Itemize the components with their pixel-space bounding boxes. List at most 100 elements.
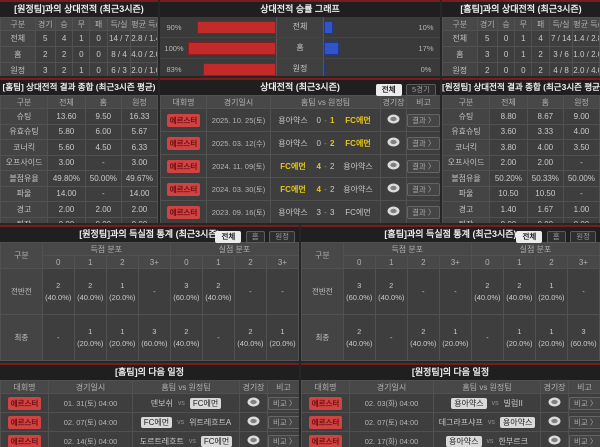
- home-team: 도르트레흐트: [139, 436, 184, 446]
- result-button[interactable]: 결과 〉: [407, 136, 440, 150]
- table-row: 전반전 3 (60.0%) 2 (40.0%) - -2 (40.0%) 2 (40.0%…: [301, 268, 600, 315]
- table-cell: 3.00: [47, 154, 86, 171]
- away-team: FC에먼: [200, 435, 233, 447]
- competition-badge: 에르스터: [7, 415, 42, 429]
- col-header: 패: [89, 17, 108, 31]
- table-cell: 2 (40.0%): [374, 268, 408, 315]
- winrate-graph: 90% 전체 10% 100% 홈 17% 83% 원정: [160, 17, 440, 76]
- table-row: 코너킥 3.80 4.00 3.50: [442, 139, 600, 156]
- filter-away-button[interactable]: 원정: [570, 231, 596, 243]
- table-cell: 4.00: [562, 123, 600, 140]
- col-header: 원정: [120, 95, 158, 109]
- table-cell: 14 / 7: [106, 30, 132, 47]
- col-header: 비고: [406, 95, 440, 109]
- compare-button[interactable]: 비교 〉: [268, 434, 299, 447]
- stadium-icon: [548, 416, 561, 426]
- row-label: 오프사이드: [0, 154, 49, 171]
- result-button[interactable]: 결과 〉: [407, 159, 440, 173]
- panel-title-text: [원정팀]과의 득실점 통계 (최근3시즌): [79, 229, 220, 239]
- away-team: FC에먼: [345, 115, 371, 125]
- table-cell: 1.40: [489, 201, 528, 218]
- filter-all-button[interactable]: 전체: [215, 231, 242, 243]
- away-team: 위트레흐트A: [189, 417, 232, 427]
- filter-all-button[interactable]: 전체: [516, 231, 543, 243]
- match-date: 01. 31(토) 04:00: [48, 393, 133, 413]
- table-cell: 3 (60.0%): [137, 314, 171, 361]
- row-label: 오프사이드: [442, 154, 491, 171]
- table-cell: 2.00: [526, 154, 564, 171]
- table-cell: 2.00: [84, 201, 122, 218]
- filter-home-button[interactable]: 홈: [546, 231, 566, 243]
- filter-buttons: 전체 홈 원정: [213, 229, 295, 244]
- col-header: 2: [406, 255, 440, 269]
- filter-all-button[interactable]: 전체: [375, 84, 402, 96]
- table-cell: -: [84, 154, 122, 171]
- row-label: 코너킥: [0, 139, 49, 156]
- table-cell: 2 (40.0%): [233, 314, 267, 361]
- bar-area: [188, 20, 276, 34]
- col-header: 득/실: [548, 17, 574, 31]
- col-header: 0: [342, 255, 376, 269]
- compare-button[interactable]: 비교 〉: [268, 415, 299, 429]
- match-row: 에르스터 2025. 03. 12(수) 용아약스 0 - 2 FC에먼 결과 …: [160, 131, 440, 155]
- table-cell: 1 (20.0%): [534, 268, 568, 315]
- table-cell: 8.67: [526, 108, 564, 125]
- filter-home-button[interactable]: 홈: [245, 231, 265, 243]
- fixture: 데그라프샤프 vs 용아약스: [435, 416, 540, 428]
- filter-away-button[interactable]: 원정: [269, 231, 295, 243]
- match-score: 용아약스 0 - 1 FC에먼: [272, 115, 380, 126]
- table-row: 유효슈팅 3.60 3.33 4.00: [442, 123, 600, 140]
- table-cell: 1 (20.0%): [438, 314, 472, 361]
- table-cell: 4: [531, 30, 550, 47]
- home-score: 0: [316, 138, 321, 148]
- compare-button[interactable]: 비교 〉: [569, 415, 600, 429]
- table-row: 파울 14.00-14.00: [0, 185, 158, 202]
- panel-stats-home: [홈팀] 상대전적 결과 종합 (최근3시즌 평균) 구분 전체 홈 원정 슈팅…: [0, 78, 158, 223]
- h2h-match-table: 대회명 경기일시 홈팀 vs 원정팀 경기장 비고 에르스터 2025. 10.…: [160, 95, 440, 223]
- table-cell: 6.00: [84, 123, 122, 140]
- panel-title: [원정팀] 상대전적 결과 종합 (최근3시즌 평균): [442, 80, 600, 95]
- result-button[interactable]: 결과 〉: [407, 182, 440, 196]
- panel-title: [홈팀] 상대전적 결과 종합 (최근3시즌 평균): [0, 80, 158, 95]
- table-cell: 2 (40.0%): [73, 268, 107, 315]
- col-header: 구분: [0, 242, 43, 269]
- table-cell: 7 / 14: [548, 30, 574, 47]
- fixture: 덴보쉬 vs FC에먼: [134, 397, 239, 409]
- table-cell: 3.50: [562, 139, 600, 156]
- table-cell: -: [406, 268, 440, 315]
- bar-area: [324, 62, 412, 76]
- result-button[interactable]: 결과 〉: [407, 205, 440, 219]
- row-label: 홈: [442, 46, 478, 63]
- header-row: 대회명 경기일시 홈팀 vs 원정팀 경기장 비고: [160, 95, 440, 109]
- compare-button[interactable]: 비교 〉: [569, 396, 600, 410]
- col-header: 득/실: [106, 17, 132, 31]
- header-row: 대회명 경기일시 홈팀 vs 원정팀 경기장 비고: [301, 380, 600, 394]
- home-team: 덴보쉬: [150, 398, 173, 408]
- row-label: 전체: [276, 17, 324, 37]
- col-header: 무: [72, 17, 91, 31]
- table-row: 전체 5 4 1 0 14 / 7 2.8 / 1.4: [0, 30, 158, 47]
- table-cell: 0.00: [47, 216, 86, 223]
- away-team: FC에먼: [345, 207, 371, 217]
- compare-button[interactable]: 비교 〉: [569, 434, 600, 447]
- table-cell: -: [201, 314, 235, 361]
- table-cell: 4 / 8: [548, 62, 574, 76]
- table-cell: 1.00: [562, 201, 600, 218]
- panel-title: [원정팀]의 다음 일정: [301, 365, 600, 380]
- table-cell: 1 (20.0%): [105, 268, 139, 315]
- left-percent: 90%: [166, 22, 182, 32]
- col-header: 원정: [562, 95, 600, 109]
- panel-schedule-away: [원정팀]의 다음 일정 대회명 경기일시 홈팀 vs 원정팀 경기장 비고 에…: [301, 363, 600, 447]
- filter-5games-button[interactable]: 5경기: [406, 84, 436, 96]
- table-cell: 2 (40.0%): [342, 314, 376, 361]
- row-label: 전반전: [0, 268, 43, 315]
- match-row: 에르스터 2025. 10. 25(토) 용아약스 0 - 1 FC에먼 결과 …: [160, 108, 440, 132]
- match-score: 용아약스 0 - 2 FC에먼: [272, 138, 380, 149]
- home-score: 4: [316, 161, 321, 171]
- match-date: 02. 07(토) 04:00: [48, 412, 133, 432]
- table-cell: 1.67: [526, 201, 564, 218]
- result-button[interactable]: 결과 〉: [407, 113, 440, 127]
- away-winrate-bar: [324, 41, 339, 55]
- panel-h2h-list: 상대전적 (최근3시즌) 전체 5경기 대회명 경기일시 홈팀 vs 원정팀 경…: [160, 78, 440, 223]
- compare-button[interactable]: 비교 〉: [268, 396, 299, 410]
